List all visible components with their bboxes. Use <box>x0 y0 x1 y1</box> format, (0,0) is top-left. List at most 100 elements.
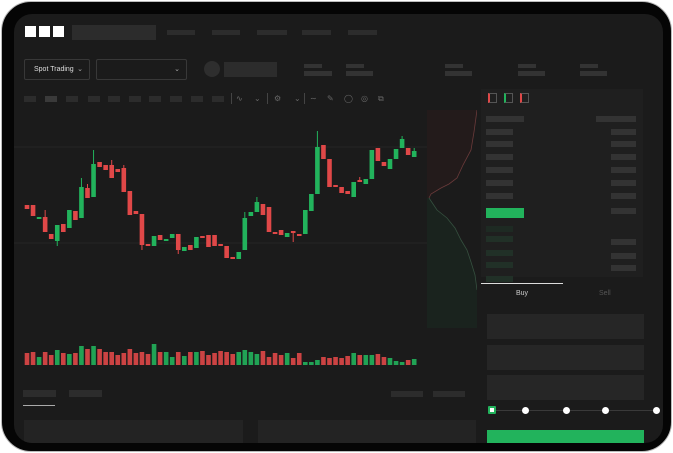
stat-label <box>580 64 598 68</box>
candle <box>139 214 145 245</box>
candle <box>236 252 242 259</box>
indicator-icon[interactable]: ∿ <box>236 94 243 103</box>
candle <box>303 210 308 234</box>
price-input[interactable] <box>487 314 644 339</box>
volume-bar <box>42 352 48 365</box>
market-dropdown-label: Spot Trading <box>34 66 74 73</box>
fullscreen-icon[interactable]: ⧉ <box>378 94 384 103</box>
candle <box>145 244 151 246</box>
volume-bar <box>91 346 96 365</box>
okx-logo[interactable] <box>25 26 64 37</box>
volume-bar <box>85 349 90 365</box>
total-input[interactable] <box>487 375 644 400</box>
volume-bar <box>48 355 54 365</box>
timeframe-option[interactable] <box>24 96 36 102</box>
volume-bar <box>103 352 108 365</box>
candle <box>321 145 326 159</box>
volume-bar <box>363 355 369 365</box>
timeframe-option[interactable] <box>191 96 203 102</box>
header-search-placeholder[interactable] <box>72 25 156 40</box>
nav-item[interactable] <box>348 30 377 35</box>
filter-button[interactable] <box>391 391 423 397</box>
candle <box>315 147 320 194</box>
filter-button[interactable] <box>433 391 465 397</box>
pair-dropdown[interactable]: ⌄ <box>96 59 187 80</box>
timeframe-option[interactable] <box>149 96 161 102</box>
depth-asks <box>427 110 477 198</box>
leverage-slider-track[interactable] <box>492 410 657 411</box>
candle <box>115 169 121 172</box>
candle <box>91 164 96 197</box>
volume-bar <box>266 357 272 365</box>
target-icon[interactable]: ◎ <box>361 94 368 103</box>
buy-tab[interactable]: Buy <box>516 290 529 297</box>
bid-amount <box>611 265 636 271</box>
settings-icon[interactable]: ⚙ <box>274 94 282 103</box>
market-dropdown[interactable]: Spot Trading ⌄ <box>24 59 90 80</box>
line-icon[interactable]: ∼ <box>310 94 317 103</box>
volume-bar <box>212 353 217 365</box>
sell-tab[interactable]: Sell <box>599 290 611 297</box>
nav-item[interactable] <box>257 30 287 35</box>
slider-step[interactable] <box>602 407 609 414</box>
volume-bar <box>169 357 175 365</box>
volume-bar <box>248 352 254 365</box>
candle <box>327 159 332 187</box>
timeframe-option[interactable] <box>129 96 141 102</box>
volume-bar <box>381 357 387 365</box>
nav-item[interactable] <box>302 30 331 35</box>
candle <box>200 236 205 238</box>
ask-amount <box>611 129 636 135</box>
ask-amount <box>611 208 636 214</box>
volume-bar <box>327 358 332 365</box>
volume-bar <box>315 360 320 365</box>
buy-button[interactable] <box>487 430 644 443</box>
pencil-icon[interactable]: ✎ <box>327 94 334 103</box>
candle <box>333 185 338 187</box>
candlestick-chart[interactable] <box>14 110 484 380</box>
chevron-down-icon[interactable]: ⌄ <box>294 94 301 103</box>
ask-price <box>486 193 513 199</box>
timeframe-option[interactable] <box>45 96 57 102</box>
divider <box>267 93 268 104</box>
nav-item[interactable] <box>212 30 240 35</box>
tab-open-orders[interactable] <box>23 390 56 397</box>
volume-bar <box>200 351 205 365</box>
amount-input[interactable] <box>487 345 644 370</box>
candle <box>296 234 302 236</box>
timeframe-option[interactable] <box>88 96 100 102</box>
volume-bar <box>67 354 72 365</box>
timeframe-option[interactable] <box>108 96 120 102</box>
orderbook-bids-icon[interactable] <box>504 93 513 103</box>
slider-step[interactable] <box>563 407 570 414</box>
ask-amount <box>611 167 636 173</box>
slider-step[interactable] <box>522 407 529 414</box>
candle <box>375 148 381 161</box>
divider <box>231 93 232 104</box>
candle <box>254 202 260 212</box>
candle <box>212 235 217 246</box>
volume-bar <box>97 349 102 365</box>
tab-order-history[interactable] <box>69 390 102 397</box>
volume-bar <box>278 355 284 365</box>
volume-bar <box>133 353 139 365</box>
orderbook-asks-icon[interactable] <box>520 93 529 103</box>
volume-bar <box>175 352 181 365</box>
orderbook-both-icon[interactable] <box>488 93 497 103</box>
leverage-slider-handle[interactable] <box>488 406 496 414</box>
volume-bar <box>206 355 211 365</box>
volume-bar <box>230 354 235 365</box>
slider-step[interactable] <box>653 407 660 414</box>
timeframe-option[interactable] <box>212 96 224 102</box>
stat-label <box>304 64 322 68</box>
timeframe-option[interactable] <box>170 96 182 102</box>
pair-price-placeholder <box>224 62 277 77</box>
timeframe-option[interactable] <box>66 96 78 102</box>
bar-chart-icon[interactable]: ⌄ <box>254 94 261 103</box>
nav-item[interactable] <box>167 30 195 35</box>
ask-price <box>486 154 513 160</box>
candle <box>30 205 36 216</box>
volume-bar <box>224 352 229 365</box>
camera-icon[interactable]: ◯ <box>344 94 353 103</box>
